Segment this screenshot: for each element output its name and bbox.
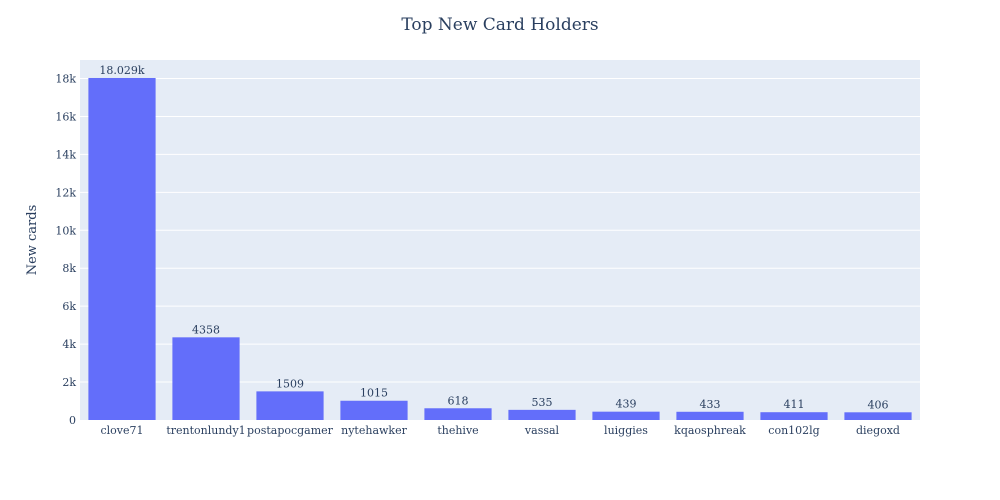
y-tick-label: 6k	[62, 300, 76, 313]
data-label: 18.029k	[99, 64, 144, 77]
chart-title: Top New Card Holders	[401, 15, 598, 35]
y-tick-label: 14k	[55, 148, 76, 161]
x-tick-labels: clove71 trentonlundy1 postapocgamer nytehaw…	[100, 424, 900, 437]
y-tick-label: 12k	[55, 186, 76, 199]
y-tick-label: 4k	[62, 338, 76, 351]
bar-vassal[interactable]	[508, 409, 576, 420]
data-labels: 18.029k 4358 1509 1015 618 535 439 433 411 406	[99, 64, 888, 411]
x-tick-label: con102lg	[768, 424, 819, 437]
x-tick-label: clove71	[100, 424, 143, 437]
data-label: 4358	[192, 323, 220, 336]
bar-luiggies[interactable]	[592, 411, 660, 420]
data-label: 406	[868, 398, 889, 411]
bar-diegoxd[interactable]	[844, 412, 912, 420]
y-tick-labels: 0 2k 4k 6k 8k 10k 12k 14k 16k 18k	[55, 73, 76, 427]
y-tick-label: 0	[69, 414, 76, 427]
y-tick-label: 8k	[62, 262, 76, 275]
bar-nytehawker[interactable]	[340, 400, 408, 420]
bar-trentonlundy1[interactable]	[172, 337, 240, 420]
x-tick-label: trentonlundy1	[166, 424, 245, 437]
y-tick-label: 16k	[55, 110, 76, 123]
data-label: 1509	[276, 377, 304, 390]
data-label: 411	[784, 398, 805, 411]
data-label: 618	[448, 394, 469, 407]
x-tick-label: diegoxd	[856, 424, 900, 437]
bar-kqaosphreak[interactable]	[676, 411, 744, 420]
data-label: 1015	[360, 387, 388, 400]
data-label: 433	[700, 398, 721, 411]
y-axis-label: New cards	[25, 205, 40, 276]
bar-thehive[interactable]	[424, 408, 492, 420]
x-tick-label: luiggies	[604, 424, 648, 437]
bar-clove71[interactable]	[88, 77, 156, 420]
x-tick-label: vassal	[524, 424, 560, 437]
y-tick-label: 18k	[55, 73, 76, 86]
x-tick-label: postapocgamer	[247, 424, 334, 437]
bar-con102lg[interactable]	[760, 412, 828, 420]
bars	[88, 77, 912, 420]
bar-postapocgamer[interactable]	[256, 391, 324, 420]
x-tick-label: kqaosphreak	[674, 424, 746, 437]
y-tick-label: 2k	[62, 376, 76, 389]
x-tick-label: thehive	[437, 424, 478, 437]
x-tick-label: nytehawker	[341, 424, 407, 437]
y-tick-label: 10k	[55, 224, 76, 237]
data-label: 439	[616, 398, 637, 411]
data-label: 535	[532, 396, 553, 409]
